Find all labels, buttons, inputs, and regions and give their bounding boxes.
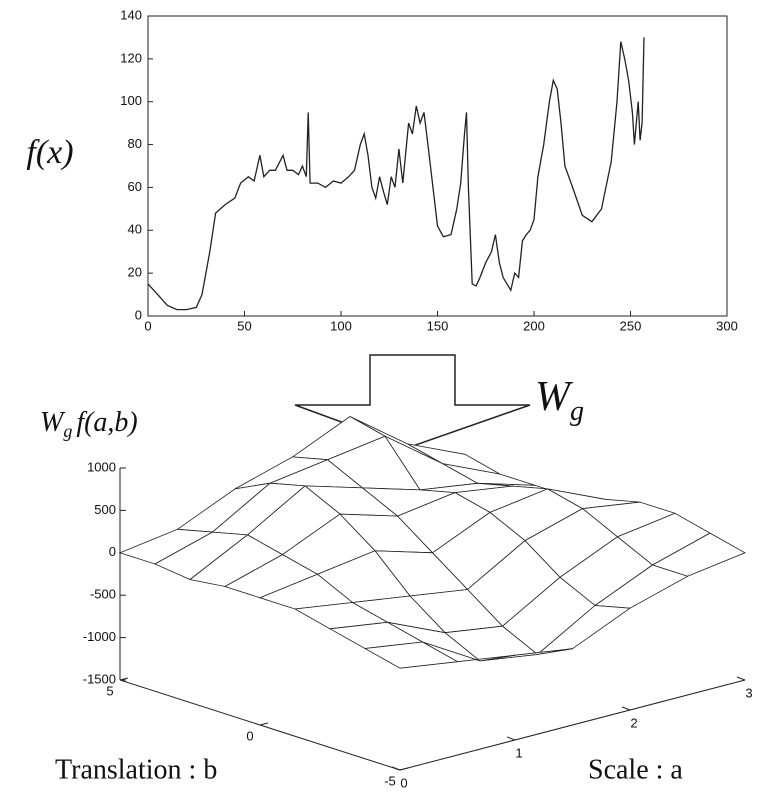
z-tick-label: 0 (109, 544, 116, 559)
b-tick-label: 0 (246, 728, 253, 743)
y-tick-label: 20 (128, 265, 142, 280)
transform-main: W (535, 374, 574, 420)
transform-sub: g (570, 396, 584, 427)
y-axis-label: f(x) (26, 134, 73, 171)
a-tick (737, 677, 745, 680)
b-tick (400, 768, 408, 770)
z-tick-label: 500 (94, 502, 116, 517)
z-tick-label: -1000 (83, 629, 116, 644)
b-tick (260, 723, 268, 725)
a-tick-label: 0 (400, 775, 407, 790)
y-tick-label: 80 (128, 136, 142, 151)
z-tick-label: -500 (90, 587, 116, 602)
z-label-main: W (40, 407, 66, 438)
plot-frame (148, 16, 727, 316)
page: f(x) Wg Wgf(a,b) Translation : b Scale :… (0, 0, 765, 798)
y-tick-label: 120 (120, 50, 142, 65)
a-axis-label: Scale : a (588, 754, 683, 785)
x-tick-label: 0 (144, 318, 151, 333)
y-tick-label: 40 (128, 222, 142, 237)
x-tick-label: 200 (523, 318, 545, 333)
x-tick-label: 250 (620, 318, 642, 333)
z-label-rest: f(a,b) (76, 407, 137, 438)
z-label-sub: g (63, 421, 72, 441)
a-tick (622, 707, 630, 710)
a-tick-label: 3 (745, 685, 752, 700)
x-tick-label: 100 (330, 318, 352, 333)
y-tick-label: 140 (120, 7, 142, 22)
b-tick-label: 5 (106, 683, 113, 698)
signal-line (148, 37, 644, 309)
a-tick-label: 1 (515, 745, 522, 760)
figure: f(x) Wg Wgf(a,b) Translation : b Scale :… (0, 0, 765, 798)
x-tick-label: 150 (427, 318, 449, 333)
a-tick (392, 767, 400, 770)
y-tick-label: 60 (128, 179, 142, 194)
b-tick-label: -5 (384, 773, 396, 788)
b-axis-label: Translation : b (55, 754, 217, 785)
y-tick-label: 0 (135, 307, 142, 322)
x-tick-label: 50 (237, 318, 251, 333)
z-tick-label: 1000 (87, 459, 116, 474)
transform-label: Wg (535, 374, 584, 428)
a-axis (400, 680, 745, 770)
x-tick-label: 300 (716, 318, 738, 333)
y-tick-label: 100 (120, 93, 142, 108)
a-tick-label: 2 (630, 715, 637, 730)
a-tick (507, 737, 515, 740)
